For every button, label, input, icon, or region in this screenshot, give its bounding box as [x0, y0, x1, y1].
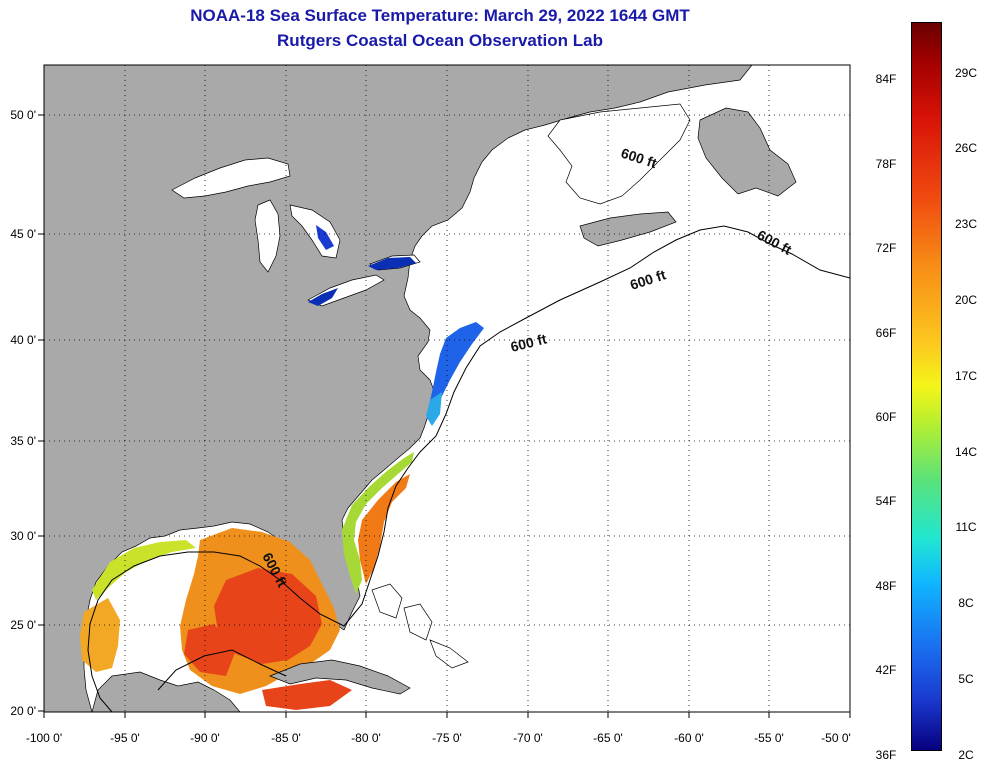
- colorbar-celsius-label: 29C: [954, 66, 977, 80]
- colorbar-fahrenheit-label: 78F: [875, 157, 897, 171]
- lon-label: -60 0': [674, 731, 704, 745]
- nova-scotia: [579, 211, 677, 247]
- colorbar-celsius-label: 2C: [958, 748, 974, 762]
- gulf-of-mexico-hot: [214, 568, 322, 664]
- isobath-600ft: [157, 649, 287, 691]
- lat-label: 25 0': [10, 618, 36, 632]
- cold-shelf-water: [428, 322, 484, 418]
- map-title: NOAA-18 Sea Surface Temperature: March 2…: [190, 6, 690, 25]
- colorbar-celsius-label: 8C: [958, 596, 974, 610]
- cold-lake-patch: [368, 257, 416, 270]
- isobath-600ft: [87, 225, 850, 712]
- lon-label: -80 0': [351, 731, 381, 745]
- lon-label: -85 0': [271, 731, 301, 745]
- temperature-colorbar: [911, 22, 942, 751]
- land-mass: [44, 65, 753, 712]
- cold-lake-patch: [316, 225, 334, 250]
- shelf-water-southeast: [342, 452, 414, 594]
- lon-label: -50 0': [821, 731, 851, 745]
- lat-label: 20 0': [10, 704, 36, 718]
- colorbar-celsius-label: 11C: [955, 520, 977, 534]
- lat-label: 50 0': [10, 108, 36, 122]
- lake-superior: [171, 157, 291, 199]
- lake-michigan: [254, 199, 281, 273]
- colorbar-fahrenheit-label: 48F: [875, 579, 897, 593]
- lon-label: -95 0': [110, 731, 140, 745]
- gulf-coastal-water: [92, 540, 196, 600]
- colorbar-fahrenheit-label: 60F: [875, 410, 897, 424]
- lat-label: 35 0': [10, 434, 36, 448]
- colorbar-celsius-label: 20C: [954, 293, 977, 307]
- gulf-stream: [358, 474, 410, 584]
- colorbar-celsius-label: 5C: [958, 672, 974, 686]
- lat-label: 30 0': [10, 529, 36, 543]
- bahamas: [371, 583, 469, 669]
- western-gulf-water: [80, 598, 120, 672]
- colorbar-fahrenheit-label: 42F: [875, 663, 897, 677]
- yucatan: [91, 671, 241, 712]
- colorbar-celsius-label: 23C: [954, 217, 977, 231]
- map-subtitle: Rutgers Coastal Ocean Observation Lab: [277, 31, 603, 50]
- lat-label: 45 0': [10, 227, 36, 241]
- caribbean-warm: [262, 680, 352, 710]
- lon-label: -55 0': [754, 731, 784, 745]
- cool-shelf-water: [426, 392, 442, 426]
- lon-label: -100 0': [25, 731, 63, 745]
- lon-label: -70 0': [513, 731, 543, 745]
- colorbar-fahrenheit-label: 54F: [875, 494, 897, 508]
- gulf-of-mexico-hot: [184, 624, 236, 676]
- lon-label: -90 0': [190, 731, 220, 745]
- gulf-st-lawrence: [547, 103, 691, 205]
- colorbar-fahrenheit-label: 84F: [875, 72, 897, 86]
- lon-label: -75 0': [432, 731, 462, 745]
- colorbar-fahrenheit-label: 36F: [875, 748, 897, 762]
- lon-label: -65 0': [593, 731, 623, 745]
- lat-label: 40 0': [10, 333, 36, 347]
- colorbar-celsius-label: 14C: [954, 445, 977, 459]
- axis-ticks: [38, 114, 851, 718]
- cuba: [269, 659, 411, 695]
- colorbar-fahrenheit-label: 72F: [875, 241, 897, 255]
- colorbar-fahrenheit-label: 66F: [875, 326, 897, 340]
- colorbar-celsius-label: 26C: [954, 141, 977, 155]
- colorbar-celsius-label: 17C: [954, 369, 977, 383]
- cold-lake-patch: [308, 288, 338, 306]
